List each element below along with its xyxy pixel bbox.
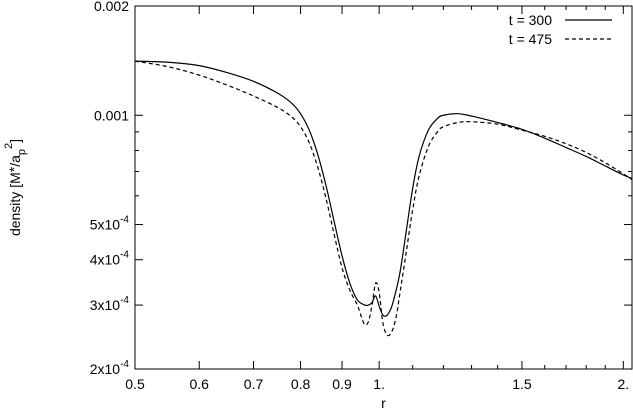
series-line-t300 <box>134 60 633 317</box>
y-tick-label: 4x10-4 <box>90 250 130 268</box>
series-line-t475 <box>134 60 633 337</box>
y-axis-title-sub: p <box>16 149 28 155</box>
x-axis-title: r <box>381 395 386 411</box>
x-tick-label: 0.9 <box>332 376 352 392</box>
y-axis-title-mid: /a <box>7 155 23 167</box>
y-tick-label: 3x10-4 <box>90 295 130 313</box>
x-tick-label: 0.6 <box>189 376 209 392</box>
y-axis-title-main: density [M <box>7 172 23 236</box>
series-lines <box>134 60 633 337</box>
y-tick-label: 2x10-4 <box>90 359 130 377</box>
y-tick-label: 5x10-4 <box>90 215 130 233</box>
x-tick-label: 1.5 <box>512 376 532 392</box>
x-tick-label: 0.7 <box>244 376 264 392</box>
y-axis-title-star: * <box>6 166 22 172</box>
plot-frame <box>134 5 633 370</box>
legend: t = 300 t = 475 <box>509 12 612 47</box>
legend-label-t300: t = 300 <box>509 12 552 28</box>
y-axis-title-sup: 2 <box>3 143 15 149</box>
x-tick-label: 0.8 <box>291 376 311 392</box>
tick-labels: 0.5 0.6 0.7 0.8 0.9 1. 1.5 2. 2x10-4 3x10-4 4x10-4… <box>90 0 629 392</box>
y-tick-label: 0.002 <box>94 0 129 14</box>
legend-label-t475: t = 475 <box>509 31 552 47</box>
x-tick-label: 0.5 <box>125 376 145 392</box>
x-tick-label: 1. <box>373 376 385 392</box>
y-axis-title: density [M*/ap2] <box>3 139 28 236</box>
axis-ticks <box>134 5 632 370</box>
x-tick-label: 2. <box>617 376 629 392</box>
y-tick-label: 0.001 <box>94 107 129 123</box>
y-axis-title-end: ] <box>7 139 23 143</box>
